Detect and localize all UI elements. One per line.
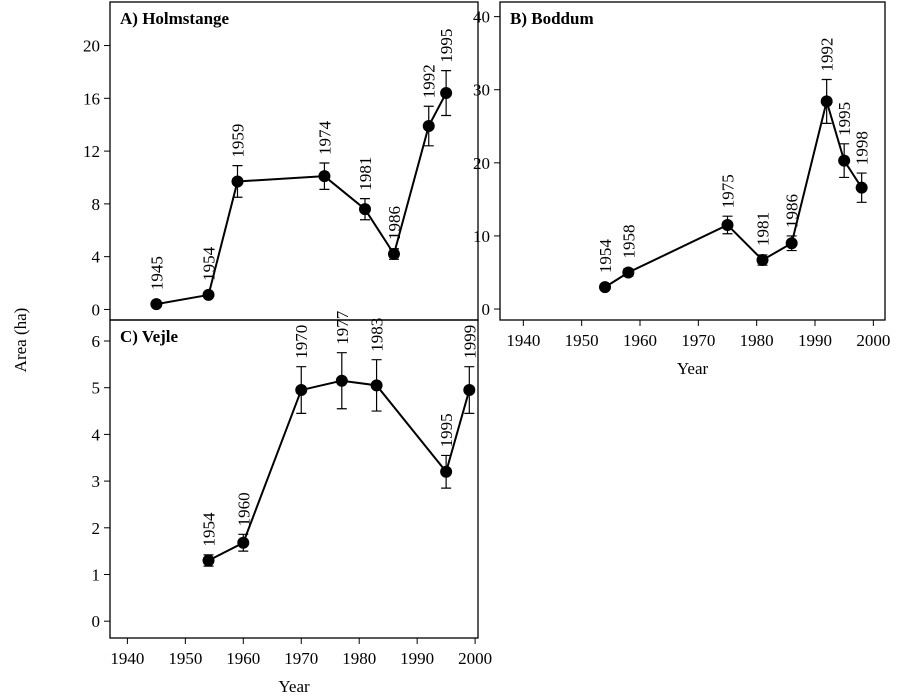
panel-title: A) Holmstange <box>120 9 230 28</box>
panel-title: C) Vejle <box>120 327 179 346</box>
data-point <box>237 536 250 549</box>
y-tick-label: 20 <box>83 37 100 56</box>
point-label: 1981 <box>356 157 375 191</box>
point-label: 1992 <box>420 64 439 98</box>
y-tick-label: 1 <box>92 565 101 584</box>
y-tick-label: 12 <box>83 142 100 161</box>
point-label: 1954 <box>596 239 615 274</box>
y-tick-label: 20 <box>473 154 490 173</box>
data-point <box>820 95 833 108</box>
y-tick-label: 2 <box>92 519 101 538</box>
y-tick-label: 3 <box>92 472 101 491</box>
y-tick-label: 16 <box>83 89 100 108</box>
point-label: 1975 <box>719 174 738 208</box>
data-point <box>387 248 400 261</box>
point-label: 1958 <box>619 224 638 258</box>
data-point <box>838 154 851 167</box>
point-label: 1954 <box>200 246 219 281</box>
data-point <box>150 298 163 311</box>
data-point <box>318 170 331 183</box>
x-tick-label: 2000 <box>856 331 890 350</box>
y-tick-label: 5 <box>92 379 101 398</box>
point-label: 1960 <box>234 492 253 526</box>
plot-frame <box>109 319 479 639</box>
y-tick-label: 4 <box>92 425 101 444</box>
x-axis-label: Year <box>677 359 709 378</box>
point-label: 1983 <box>368 318 387 352</box>
y-tick-label: 6 <box>92 332 101 351</box>
x-tick-label: 2000 <box>458 649 492 668</box>
point-label: 1981 <box>754 212 773 246</box>
y-tick-label: 40 <box>473 8 490 27</box>
data-point <box>855 181 868 194</box>
point-label: 1998 <box>853 131 872 165</box>
data-point <box>358 203 371 216</box>
data-point <box>422 120 435 133</box>
data-point <box>756 254 769 267</box>
point-label: 1970 <box>292 325 311 359</box>
x-tick-label: 1940 <box>506 331 540 350</box>
data-point <box>231 175 244 188</box>
x-tick-label: 1950 <box>565 331 599 350</box>
point-label: 1974 <box>315 120 334 155</box>
data-point <box>440 87 453 100</box>
x-axis-label: Year <box>278 677 310 696</box>
data-point <box>721 218 734 231</box>
x-tick-label: 1970 <box>284 649 318 668</box>
data-line <box>156 92 448 306</box>
data-point <box>295 384 308 397</box>
x-tick-label: 1970 <box>681 331 715 350</box>
data-point <box>202 288 215 301</box>
y-axis-label: Area (ha) <box>11 308 30 373</box>
point-label: 1945 <box>147 256 166 290</box>
data-point <box>785 237 798 250</box>
data-line <box>604 97 863 288</box>
y-tick-label: 0 <box>482 300 491 319</box>
x-tick-label: 1990 <box>798 331 832 350</box>
x-tick-label: 1980 <box>342 649 376 668</box>
y-tick-label: 8 <box>92 195 101 214</box>
data-point <box>335 374 348 387</box>
data-point <box>440 465 453 478</box>
point-label: 1995 <box>437 29 456 63</box>
y-tick-label: 4 <box>92 248 101 267</box>
point-label: 1986 <box>783 194 802 228</box>
panel-title: B) Boddum <box>510 9 594 28</box>
x-tick-label: 1990 <box>400 649 434 668</box>
y-tick-label: 0 <box>92 300 101 319</box>
y-tick-label: 0 <box>92 612 101 631</box>
point-label: 1995 <box>437 413 456 447</box>
x-tick-label: 1960 <box>226 649 260 668</box>
data-point <box>370 379 383 392</box>
x-tick-label: 1950 <box>168 649 202 668</box>
point-label: 1977 <box>333 310 352 345</box>
data-point <box>202 554 215 567</box>
point-label: 1992 <box>818 37 837 71</box>
data-line <box>208 379 471 562</box>
data-point <box>463 384 476 397</box>
point-label: 1986 <box>385 206 404 240</box>
point-label: 1995 <box>835 102 854 136</box>
point-label: 1954 <box>200 512 219 547</box>
point-label: 1999 <box>460 325 479 359</box>
data-point <box>599 281 611 294</box>
x-tick-label: 1960 <box>623 331 657 350</box>
data-point <box>622 266 635 279</box>
plot-frame <box>499 1 886 321</box>
x-tick-label: 1980 <box>740 331 774 350</box>
y-tick-label: 10 <box>473 227 490 246</box>
point-label: 1959 <box>228 124 247 158</box>
x-tick-label: 1940 <box>110 649 144 668</box>
y-tick-label: 30 <box>473 81 490 100</box>
